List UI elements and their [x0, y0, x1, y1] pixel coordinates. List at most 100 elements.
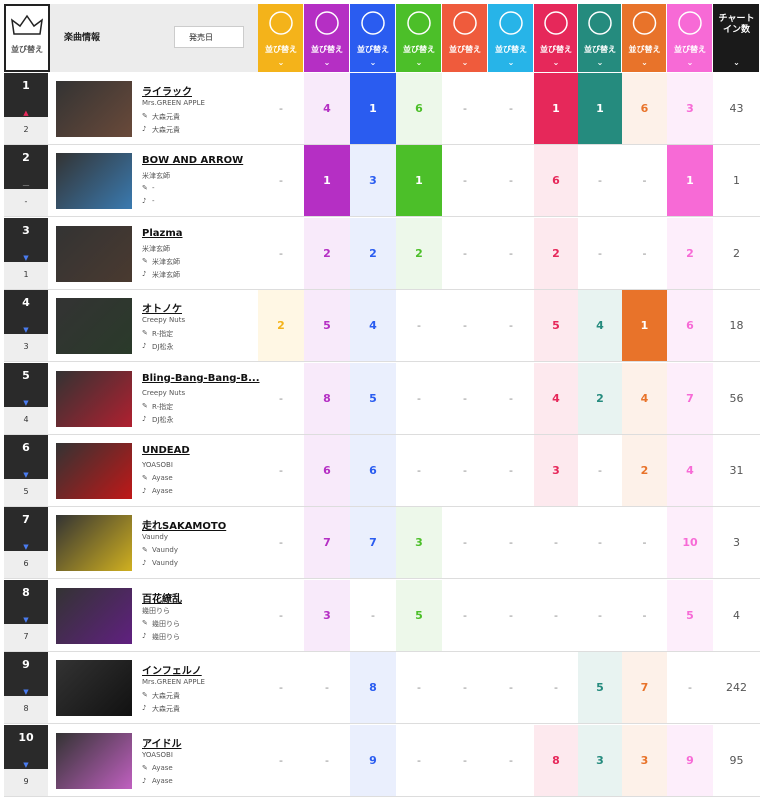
sort-column-header[interactable]: 並び替え ⌄: [304, 4, 350, 72]
song-title[interactable]: 百花繚乱: [142, 593, 182, 605]
song-title[interactable]: インフェルノ: [142, 666, 202, 678]
composer-icon: ♪: [142, 487, 147, 495]
song-title[interactable]: UNDEAD: [142, 445, 190, 456]
chart-in-count: 95: [729, 753, 744, 767]
sort-column-header[interactable]: 並び替え ⌄: [396, 4, 442, 72]
sort-arrow: ⌄: [369, 58, 377, 67]
thumbnail: [56, 298, 132, 355]
rank: 3: [22, 223, 30, 237]
sort-column-header[interactable]: 並び替え ⌄: [667, 4, 713, 72]
prev-rank: 7: [23, 631, 29, 641]
artist: 幾田りら: [142, 606, 170, 615]
rank: 1: [22, 79, 30, 92]
crown-icon: [11, 14, 43, 35]
prev-rank: 2: [23, 125, 29, 134]
rank: 10: [18, 730, 34, 744]
metric-value: -: [279, 102, 283, 115]
metric-value: 6: [667, 290, 713, 362]
lyricist-icon: ✎: [142, 546, 148, 555]
metric-value: 4: [304, 73, 350, 144]
metric-icon: [632, 11, 657, 35]
artist: YOASOBI: [142, 750, 173, 759]
metric-value: -: [325, 753, 329, 767]
thumbnail: [56, 660, 132, 717]
metric-value: -: [598, 608, 602, 622]
metric-value: -: [554, 608, 558, 622]
song-title[interactable]: ライラック: [142, 87, 192, 98]
sort-label: 並び替え: [540, 45, 572, 54]
metric-icon: [453, 11, 477, 35]
sort-column-header[interactable]: 並び替え ⌄: [534, 4, 578, 72]
metric-value: 6: [534, 145, 578, 217]
chart-in-count: 1: [733, 174, 740, 188]
lyricist: 大森元貴: [152, 692, 180, 701]
sort-column-header[interactable]: 並び替え ⌄: [442, 4, 488, 72]
rank: 5: [22, 368, 30, 382]
chart-in-count: 3: [733, 536, 740, 550]
metric-value: 5: [304, 290, 350, 362]
sort-column-header[interactable]: 並び替え ⌄: [578, 4, 622, 72]
lyricist: Ayase: [152, 763, 173, 772]
rank-change-icon: ▼: [23, 326, 29, 335]
sort-column-header[interactable]: 並び替え ⌄: [488, 4, 534, 72]
metric-value: -: [598, 464, 602, 477]
song-title[interactable]: Plazma: [142, 227, 183, 239]
artist: YOASOBI: [142, 461, 173, 469]
metric-value: -: [509, 246, 513, 260]
metric-value: -: [509, 102, 513, 115]
prev-rank-box: [4, 623, 48, 651]
rank-box: [4, 362, 48, 407]
chart-in-count: 43: [729, 102, 744, 115]
song-title[interactable]: 走れSAKAMOTO: [142, 521, 227, 533]
metric-value: -: [509, 174, 513, 188]
release-date-dropdown[interactable]: 発売日: [174, 26, 244, 48]
lyricist-icon: ✎: [142, 256, 148, 265]
lyricist: -: [152, 184, 155, 193]
metric-value: -: [371, 608, 375, 622]
lyricist: 幾田りら: [152, 619, 180, 628]
metric-value: -: [598, 536, 602, 550]
thumbnail: [56, 515, 132, 572]
song-title[interactable]: Bling-Bang-Bang-B...: [142, 372, 260, 384]
artist: 米津玄師: [142, 244, 170, 253]
rank: 7: [22, 513, 30, 527]
rank-box: [4, 290, 48, 335]
lyricist: 大森元貴: [152, 113, 180, 121]
artist: Creepy Nuts: [142, 388, 186, 397]
lyricist-icon: ✎: [142, 329, 148, 338]
row-border: [4, 216, 760, 218]
sort-crown[interactable]: 並び替え: [4, 4, 50, 72]
metric-value: 3: [667, 73, 713, 144]
metric-value: 2: [578, 362, 622, 434]
metric-value: 5: [350, 362, 396, 434]
chart-in-count: 18: [729, 319, 744, 333]
lyricist: R-指定: [152, 330, 174, 339]
sort-column-header[interactable]: 並び替え ⌄: [350, 4, 396, 72]
sort-column-header[interactable]: 並び替え ⌄: [622, 4, 667, 72]
metric-value: 6: [396, 73, 442, 144]
chart-in-count: 31: [729, 464, 744, 477]
sort-column-header[interactable]: チャートイン数 ⌄: [713, 4, 760, 72]
metric-value: 3: [578, 724, 622, 796]
metric-value: -: [463, 464, 467, 477]
composer-icon: ♪: [142, 559, 147, 568]
composer: 幾田りら: [152, 632, 180, 641]
song-title[interactable]: オトノケ: [142, 304, 182, 316]
metric-value: 8: [534, 724, 578, 796]
song-title[interactable]: アイドル: [142, 738, 182, 750]
metric-value: 6: [622, 73, 667, 144]
metric-value: -: [509, 681, 513, 695]
row-border: [4, 578, 760, 580]
artist: Mrs.GREEN APPLE: [142, 678, 205, 687]
metric-value: -: [463, 102, 467, 115]
metric-value: 7: [622, 652, 667, 724]
metric-value: -: [598, 246, 602, 260]
chart-in-count: 2: [733, 246, 740, 260]
metric-value: -: [279, 608, 283, 622]
sort-column-header[interactable]: 並び替え ⌄: [258, 4, 304, 72]
prev-rank-box: [4, 696, 48, 724]
rank-box: [4, 507, 48, 552]
song-title[interactable]: BOW AND ARROW: [142, 155, 244, 167]
prev-rank-box: [4, 479, 48, 506]
metric-icon: [544, 11, 568, 35]
